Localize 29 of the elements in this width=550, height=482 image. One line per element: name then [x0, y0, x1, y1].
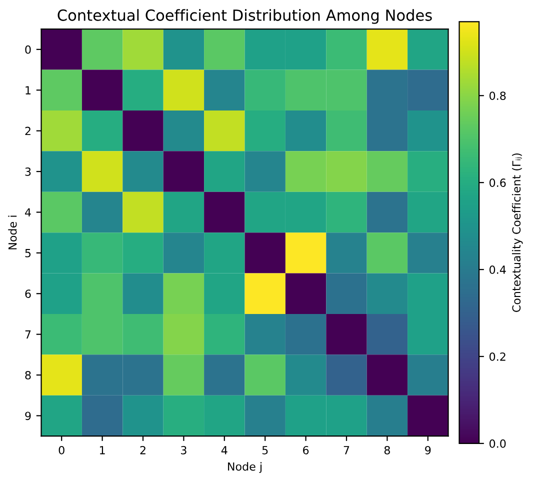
x-tick-label: 8: [384, 446, 390, 454]
x-tick-label: 7: [344, 446, 350, 454]
x-tick-label: 5: [262, 446, 268, 454]
x-tick-label: 9: [425, 446, 431, 454]
color-bar-label: 0.2: [490, 352, 506, 361]
color-bar-label: 0.8: [490, 92, 506, 100]
y-tick-label: 9: [25, 412, 31, 420]
x-tick-label: 6: [303, 446, 309, 454]
y-tick-label: 7: [25, 330, 31, 339]
y-tick-label: 0: [25, 45, 31, 54]
color-bar-title: Contextuality Coefficient (Γᵢⱼ): [512, 153, 523, 312]
color-bar-label: 0.4: [490, 265, 506, 274]
x-tick-label: 4: [221, 446, 228, 454]
y-tick-label: 6: [25, 290, 31, 298]
y-tick-label: 3: [25, 167, 31, 176]
x-tick-label: 2: [140, 446, 146, 454]
x-tick-label: 3: [181, 446, 186, 454]
y-tick-label: 5: [25, 249, 31, 258]
color-bar-label: 0.0: [490, 439, 506, 448]
y-axis-title: Node i: [8, 216, 17, 250]
color-bar-label: 0.6: [490, 178, 506, 187]
y-tick-label: 1: [26, 86, 30, 94]
y-tick-label: 8: [25, 370, 31, 380]
chart-title: Contextual Coefficient Distribution Among Nodes: [58, 9, 432, 24]
x-tick-label: 0: [58, 446, 64, 454]
x-tick-label: 1: [100, 446, 105, 454]
y-tick-label: 4: [25, 208, 31, 216]
y-tick-label: 2: [25, 126, 30, 136]
x-axis-title: Node j: [228, 462, 262, 473]
